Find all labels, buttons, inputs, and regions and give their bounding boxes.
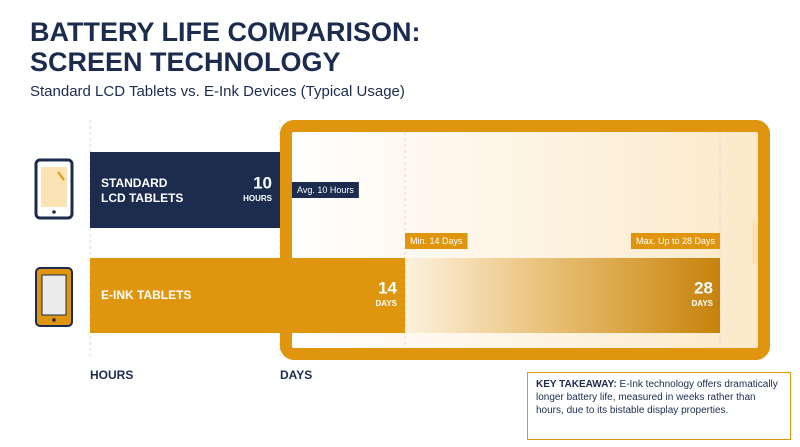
- tablet-button: [752, 220, 757, 264]
- unit-label: HOURS: [243, 194, 273, 203]
- bar: [90, 258, 405, 333]
- callout-box: [292, 182, 359, 198]
- title-line: SCREEN TECHNOLOGY: [30, 47, 341, 77]
- value-label: 28: [694, 278, 713, 297]
- callout-text: Min. 14 Days: [410, 236, 463, 246]
- callout-text: Avg. 10 Hours: [297, 185, 354, 195]
- axis-label: HOURS: [90, 368, 133, 382]
- bar-extension: [405, 258, 720, 333]
- bar-label: E-INK TABLETS: [101, 288, 191, 302]
- title-line: BATTERY LIFE COMPARISON:: [30, 17, 421, 47]
- unit-label: DAYS: [376, 299, 398, 308]
- takeaway-text: E-Ink technology offers dramatically lon…: [536, 379, 778, 416]
- value-label: 10: [253, 173, 272, 192]
- callout-box: [405, 233, 468, 249]
- subtitle: Standard LCD Tablets vs. E-Ink Devices (…: [30, 83, 405, 100]
- lcd-icon: [34, 158, 74, 220]
- tablet-frame: [280, 120, 770, 360]
- callout-text: Max. Up to 28 Days: [636, 236, 716, 246]
- takeaway-box: KEY TAKEAWAY: E-Ink technology offers dr…: [527, 372, 791, 440]
- bar: [90, 152, 280, 228]
- value-label: 14: [378, 278, 397, 297]
- bar-label: LCD TABLETS: [101, 191, 183, 205]
- axis-label: DAYS: [280, 368, 312, 382]
- bar-label: STANDARD: [101, 176, 168, 190]
- eink-icon: [35, 267, 73, 327]
- callout-box: [630, 233, 720, 249]
- takeaway-label: KEY TAKEAWAY:: [536, 379, 617, 390]
- unit-label: DAYS: [692, 299, 714, 308]
